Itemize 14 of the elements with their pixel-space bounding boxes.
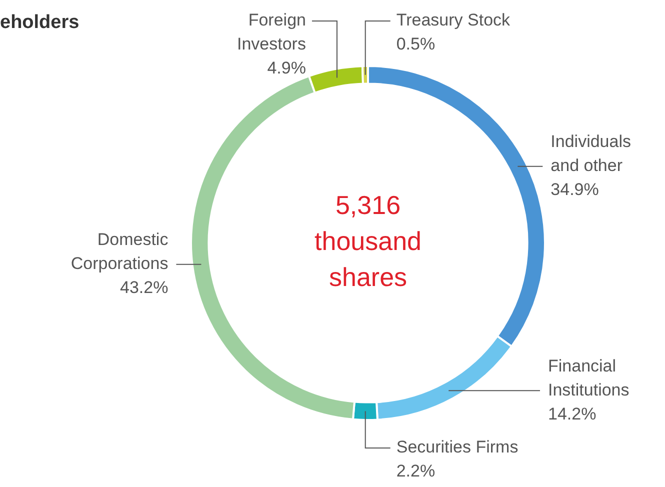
data-label: 4.9% [267,58,306,78]
data-label: 34.9% [550,180,599,200]
data-label: 14.2% [548,404,596,424]
data-label: 0.5% [396,34,436,54]
chart-title: eholders [0,12,80,34]
data-label: 43.2% [120,278,168,298]
slice-label: Domestic Corporations [70,230,169,274]
slice-label: Securities Firms [396,438,518,457]
data-label: 2.2% [396,462,436,481]
slice-label: Treasury Stock [396,10,511,30]
slice-label: Individuals and other [550,132,631,176]
slice-label: Financial Institutions [548,356,630,400]
text: 5,316 thousand shares [314,190,422,292]
slice-label: Foreign Investors [236,10,306,54]
